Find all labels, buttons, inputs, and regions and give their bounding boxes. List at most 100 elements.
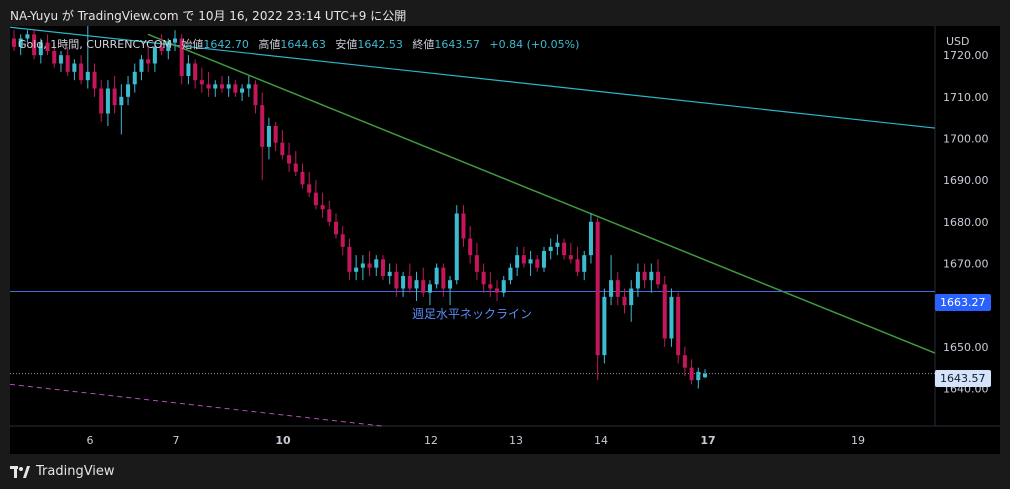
candle-body — [380, 259, 385, 276]
candle-body — [25, 34, 30, 39]
candle-body — [595, 221, 600, 356]
candle-body — [45, 42, 50, 51]
candle-body — [146, 59, 151, 64]
candle-body — [387, 271, 392, 276]
symbol-label[interactable]: Gold, 1時間, CURRENCYCOM — [18, 38, 172, 51]
price-tick-label: 1680.00 — [943, 216, 989, 229]
candle-body — [454, 213, 459, 281]
candle-body — [327, 209, 332, 222]
candle-body — [367, 263, 372, 268]
change-value: +0.84 (+0.05%) — [489, 38, 580, 51]
candle-body — [273, 126, 278, 143]
purple-dashed-line — [10, 383, 383, 427]
candle-body — [79, 63, 84, 81]
candle-body — [689, 367, 694, 381]
cyan-trendline — [10, 26, 936, 129]
candle-body — [642, 271, 647, 281]
footer: TradingView — [0, 454, 1010, 489]
candle-body — [427, 284, 432, 293]
candle-body — [441, 267, 446, 289]
candle-body — [588, 221, 593, 256]
tradingview-logo-icon — [10, 465, 30, 478]
neckline-annotation[interactable]: 週足水平ネックライン — [412, 307, 533, 321]
candle-body — [374, 259, 379, 268]
candle-body — [172, 38, 178, 43]
candle-body — [622, 296, 627, 306]
candle-body — [72, 63, 77, 72]
time-tick-label: 17 — [700, 434, 715, 447]
candle-body — [401, 276, 406, 289]
candle-body — [199, 80, 204, 85]
candle-body — [468, 238, 473, 256]
candle-body — [92, 71, 97, 89]
candle-body — [139, 59, 144, 72]
candle-body — [307, 184, 312, 193]
candle-body — [434, 267, 439, 285]
candle-body — [515, 255, 520, 268]
price-tick-label: 1700.00 — [943, 133, 989, 146]
candle-body — [99, 88, 104, 114]
candle-body — [548, 246, 553, 251]
candle-body — [32, 34, 37, 56]
candle-body — [615, 280, 620, 297]
candle-body — [126, 84, 131, 97]
time-tick-label: 7 — [173, 434, 180, 447]
tradingview-brand[interactable]: TradingView — [10, 464, 115, 479]
candle-body — [58, 55, 63, 64]
price-chart-svg[interactable]: 1720.00 1710.00 1700.00 1690.00 1680.00 1670.… — [10, 26, 1000, 454]
candle-body — [562, 242, 567, 256]
candle-body — [481, 271, 486, 285]
close-value: 1643.57 — [434, 38, 480, 51]
candle-body — [260, 105, 265, 147]
candle-body — [360, 263, 365, 268]
candle-body — [535, 259, 540, 268]
currency-label[interactable]: USD — [946, 35, 970, 48]
candle-body — [508, 267, 513, 281]
candle-body — [38, 42, 43, 56]
candle-body — [488, 284, 493, 289]
brand-label: TradingView — [36, 464, 115, 479]
candle-body — [320, 205, 325, 210]
candle-body — [575, 259, 580, 272]
candle-body — [287, 155, 292, 164]
candle-body — [11, 38, 17, 47]
candle-body — [528, 259, 533, 264]
candle-body — [676, 296, 681, 356]
time-tick-label: 12 — [424, 434, 438, 447]
candle-body — [85, 71, 90, 81]
candle-body — [18, 38, 23, 47]
open-value: 1642.70 — [203, 38, 249, 51]
candle-body — [313, 192, 318, 206]
candle-body — [649, 271, 654, 281]
publish-header: NA-Yuyu が TradingView.com で 10月 16, 2022… — [0, 0, 1010, 26]
candle-body — [166, 42, 171, 51]
candle-body — [112, 88, 117, 106]
candle-body — [132, 71, 137, 85]
candle-body — [461, 213, 466, 239]
candle-body — [662, 284, 667, 339]
candle-body — [555, 242, 560, 247]
candle-body — [609, 280, 614, 297]
price-tick-label: 1670.00 — [943, 258, 989, 271]
candle-body — [213, 84, 218, 89]
horizontal-line-price-badge: 1663.27 — [935, 294, 991, 311]
candle-body — [696, 371, 701, 381]
candle-body — [474, 255, 479, 272]
price-tick-label: 1690.00 — [943, 174, 989, 187]
price-tick-label: 1720.00 — [943, 49, 989, 62]
current-price-badge: 1643.57 — [935, 370, 991, 387]
candle-body — [521, 255, 526, 264]
candle-body — [602, 296, 607, 356]
candle-body — [219, 84, 224, 89]
candle-body — [407, 276, 412, 289]
candle-body — [119, 96, 124, 106]
candle-body — [159, 46, 164, 51]
candle-body — [414, 280, 419, 289]
candle-body — [421, 280, 426, 293]
candle-body — [541, 251, 547, 268]
candle-body — [293, 163, 298, 172]
chart-area[interactable]: Gold, 1時間, CURRENCYCOM 始値1642.70 高値1644.… — [10, 26, 1000, 454]
time-tick-label: 6 — [87, 434, 94, 447]
candle-body — [568, 255, 573, 260]
candle-body — [334, 221, 339, 235]
